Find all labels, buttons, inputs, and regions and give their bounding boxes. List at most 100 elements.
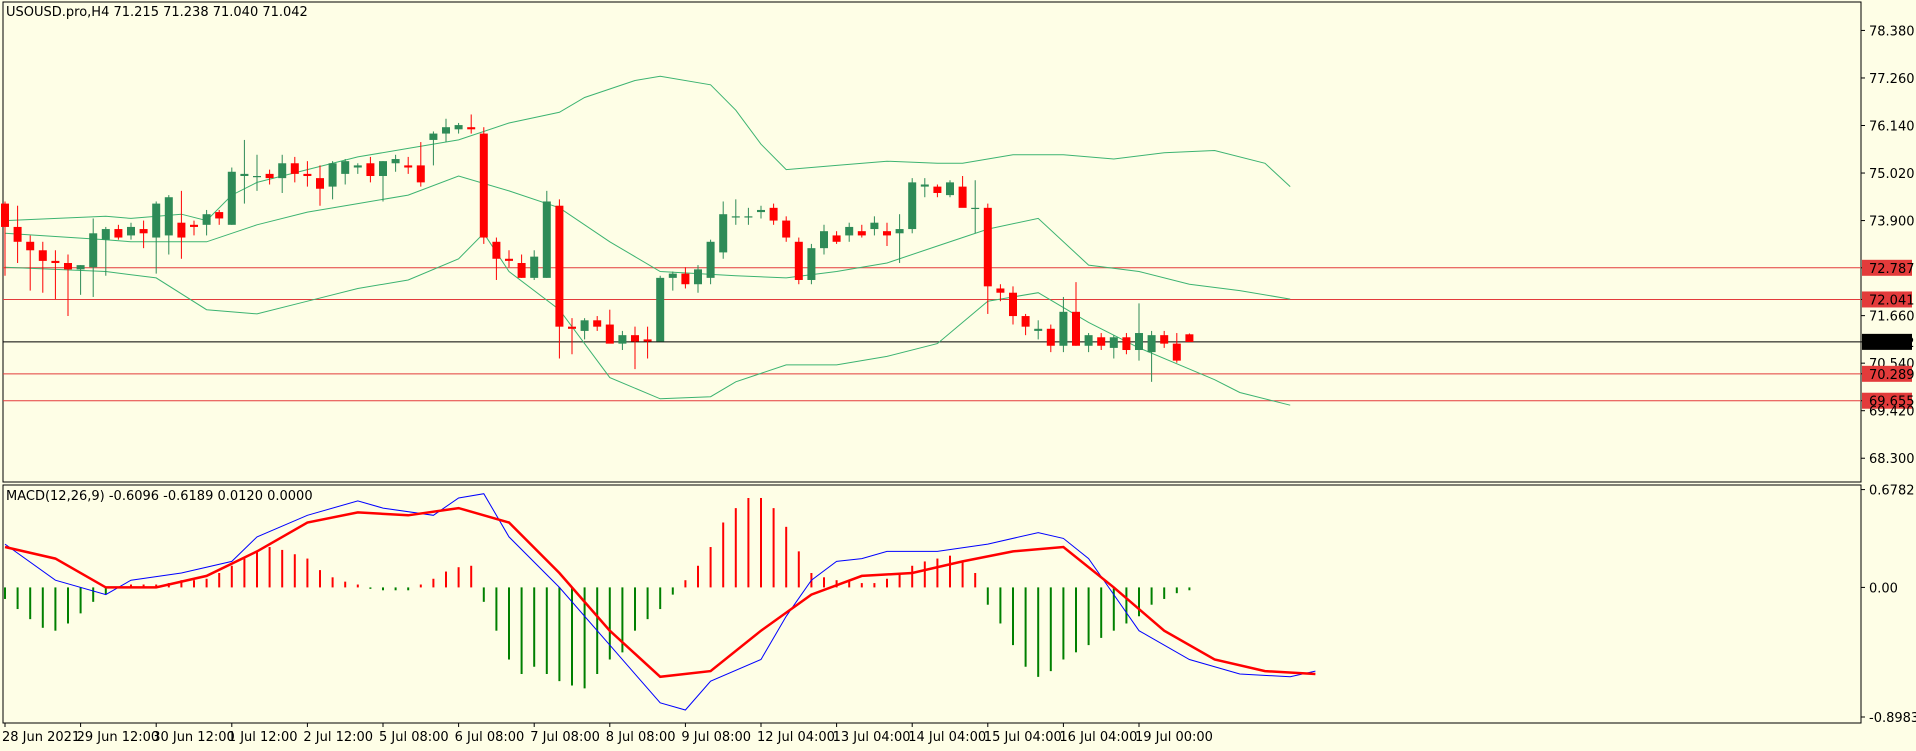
candle-51 xyxy=(643,326,652,359)
time-tick-label-2: 30 Jun 12:00 xyxy=(152,730,235,745)
candle-body xyxy=(605,324,614,344)
candle-body xyxy=(757,209,765,213)
candle-body xyxy=(1185,334,1194,342)
candle-41 xyxy=(517,254,526,278)
candle-72 xyxy=(908,178,917,234)
price-tick-label-10: 70.289 xyxy=(1869,368,1915,383)
candle-body xyxy=(492,241,501,259)
time-tick-label-13: 15 Jul 04:00 xyxy=(984,730,1062,745)
candle-body xyxy=(668,273,677,278)
candle-57 xyxy=(719,201,728,259)
candle-body xyxy=(820,231,828,249)
candle-84 xyxy=(1059,296,1068,353)
candle-body xyxy=(631,335,639,342)
candle-55 xyxy=(694,265,702,293)
price-tick-label-13: 68.300 xyxy=(1869,452,1915,467)
candle-body xyxy=(215,212,224,219)
candle-body xyxy=(152,203,161,238)
candle-body xyxy=(379,161,387,177)
candle-45 xyxy=(568,318,576,355)
candle-73 xyxy=(920,178,929,198)
candle-body xyxy=(1109,337,1118,348)
candle-49 xyxy=(618,330,627,351)
candle-body xyxy=(1135,333,1143,351)
candle-body xyxy=(89,233,98,268)
candle-31 xyxy=(391,154,400,172)
price-chart-title: USOUSD.pro,H4 71.215 71.238 71.040 71.04… xyxy=(6,5,308,20)
candle-30 xyxy=(379,161,387,202)
candle-68 xyxy=(857,224,866,238)
candle-85 xyxy=(1072,282,1080,346)
candle-body xyxy=(1122,337,1131,351)
price-axis: 78.380 77.260 76.140 75.020 73.900 72.787 72.0… xyxy=(1861,24,1915,467)
candle-53 xyxy=(668,271,677,291)
candle-14 xyxy=(177,190,186,259)
time-tick-label-8: 8 Jul 08:00 xyxy=(606,730,676,745)
candle-58 xyxy=(731,199,740,225)
candle-8 xyxy=(101,226,110,276)
candle-body xyxy=(769,207,778,221)
candle-61 xyxy=(769,203,778,225)
candle-94 xyxy=(1185,333,1194,342)
candle-body xyxy=(933,186,942,193)
candle-18 xyxy=(227,167,236,225)
candle-body xyxy=(694,269,702,285)
candle-87 xyxy=(1097,333,1106,351)
price-tick-label-11: 69.655 xyxy=(1869,395,1915,410)
candle-16 xyxy=(202,209,211,236)
candle-body xyxy=(202,214,211,225)
candle-body xyxy=(681,273,690,285)
candle-body xyxy=(391,159,400,164)
candle-body xyxy=(1009,292,1017,317)
price-tick-label-6: 72.041 xyxy=(1869,293,1915,308)
bollinger-middle-line xyxy=(4,175,1291,300)
candle-body xyxy=(76,265,85,270)
candlesticks[interactable] xyxy=(1,114,1194,382)
candle-28 xyxy=(353,163,362,174)
candle-78 xyxy=(983,203,992,314)
candle-body xyxy=(479,133,488,238)
candle-9 xyxy=(114,224,123,240)
candle-48 xyxy=(605,309,614,344)
candle-80 xyxy=(1009,286,1017,325)
candle-59 xyxy=(744,207,753,225)
candle-63 xyxy=(794,237,803,285)
candle-body xyxy=(1172,343,1181,361)
price-tick-label-7: 71.660 xyxy=(1869,310,1915,325)
candle-19 xyxy=(240,139,249,204)
candle-body xyxy=(253,176,261,178)
macd-title: MACD(12,26,9) -0.6096 -0.6189 0.0120 0.0… xyxy=(6,489,313,504)
macd-tick-label-1: 0.00 xyxy=(1869,581,1898,596)
macd-indicator: 0.6782 0.00 -0.8983 xyxy=(4,484,1916,726)
price-levels xyxy=(3,267,1861,402)
candle-body xyxy=(341,161,350,174)
candle-body xyxy=(429,133,438,140)
candle-body xyxy=(278,163,287,179)
candle-12 xyxy=(152,201,161,274)
candle-body xyxy=(1160,335,1169,344)
candle-body xyxy=(920,184,929,187)
candle-body xyxy=(731,216,740,218)
bollinger-lower-line xyxy=(4,232,1291,406)
candle-15 xyxy=(190,220,198,236)
time-tick-label-3: 1 Jul 12:00 xyxy=(228,730,298,745)
candle-body xyxy=(706,241,715,278)
candle-body xyxy=(290,163,299,174)
macd-main-line xyxy=(4,493,1316,711)
candle-body xyxy=(618,335,627,344)
candle-38 xyxy=(479,127,488,244)
candle-29 xyxy=(366,156,375,183)
candle-89 xyxy=(1122,333,1131,355)
candle-70 xyxy=(883,222,891,247)
candle-10 xyxy=(127,222,135,240)
candle-93 xyxy=(1172,333,1181,363)
candle-37 xyxy=(467,114,476,134)
candle-60 xyxy=(757,205,765,219)
candle-7 xyxy=(89,218,98,297)
candle-5 xyxy=(64,254,72,317)
candle-90 xyxy=(1135,303,1143,361)
time-tick-label-7: 7 Jul 08:00 xyxy=(530,730,600,745)
candle-body xyxy=(127,226,135,236)
